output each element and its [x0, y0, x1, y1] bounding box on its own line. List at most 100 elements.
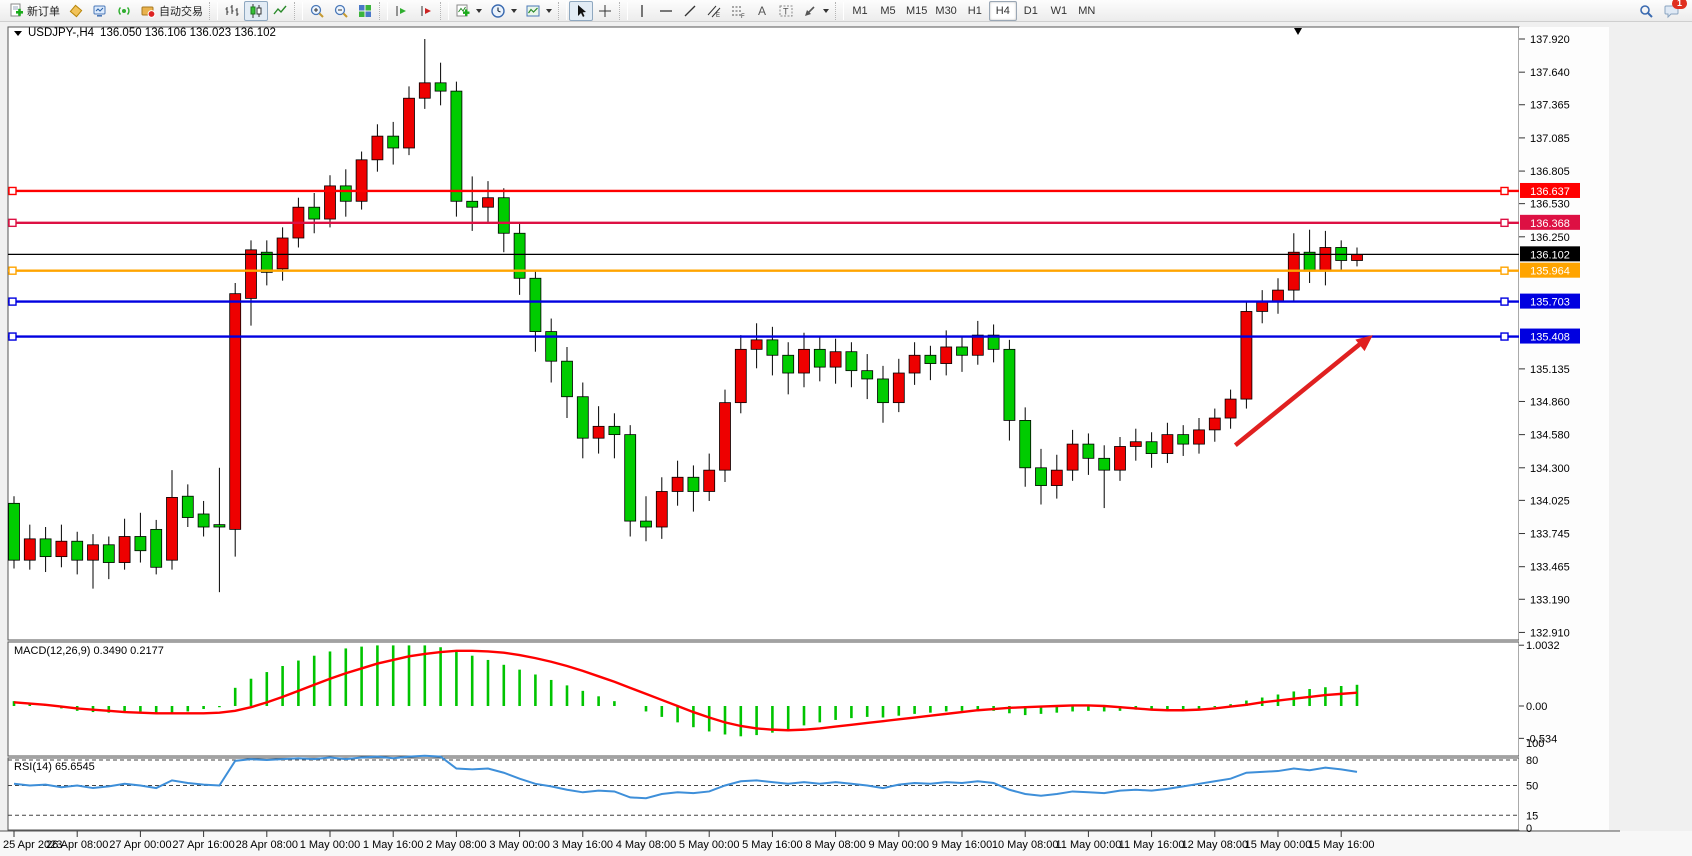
indicators-button[interactable]	[451, 1, 486, 21]
text-button[interactable]: A	[750, 1, 774, 21]
vertical-line-button[interactable]	[630, 1, 654, 21]
crosshair-button[interactable]	[593, 1, 617, 21]
timeframe-D1[interactable]: D1	[1023, 4, 1038, 17]
candle	[576, 396, 589, 439]
line-chart-button[interactable]	[268, 1, 292, 21]
chart-title[interactable]: USDJPY-,H4 136.050 136.106 136.023 136.1…	[14, 27, 276, 39]
bar-chart-button[interactable]	[220, 1, 244, 21]
price-badge-value: 136.637	[1530, 186, 1570, 198]
zoom-in-button[interactable]	[305, 1, 329, 21]
new-order-button[interactable]: 新订单	[4, 1, 64, 21]
price-badge-value: 135.703	[1530, 297, 1570, 309]
notifications-icon[interactable]: 1	[1664, 0, 1687, 19]
macd-panel[interactable]	[7, 641, 1520, 757]
price-axis-area[interactable]	[1519, 27, 1609, 830]
candle	[734, 348, 747, 404]
arrow-objects-icon	[802, 3, 818, 19]
hline-handle[interactable]	[1500, 218, 1509, 228]
new-order-label: 新订单	[27, 5, 60, 18]
virtual-hosting-button[interactable]	[88, 1, 112, 21]
time-axis-label: 4 May 08:00	[616, 839, 677, 851]
time-axis-label: 11 May 00:00	[1055, 839, 1121, 851]
timeframe-M30[interactable]: M30	[935, 4, 957, 17]
horizontal-line-button[interactable]	[654, 1, 678, 21]
timeframe-H1[interactable]: H1	[967, 4, 982, 17]
price-axis-tick-label: 137.640	[1530, 67, 1570, 79]
candle	[719, 402, 731, 471]
hline-handle[interactable]	[8, 332, 17, 341]
hline-handle[interactable]	[8, 266, 17, 275]
depth-of-market-button[interactable]	[64, 1, 88, 21]
time-axis-area[interactable]	[0, 831, 1692, 856]
price-badge	[1520, 293, 1580, 309]
templates-icon	[525, 3, 541, 19]
candle	[134, 536, 147, 552]
auto-scroll-icon	[394, 3, 410, 19]
candle	[371, 135, 384, 161]
rsi-scale-label: 80	[1526, 755, 1538, 767]
hline-handle[interactable]	[1500, 332, 1509, 341]
zoom-in-icon	[309, 3, 325, 19]
chart-shift-marker[interactable]	[1294, 28, 1302, 35]
periods-button[interactable]	[486, 1, 521, 21]
hline-handle[interactable]	[8, 186, 17, 196]
hline-handle[interactable]	[1500, 297, 1509, 306]
candle	[213, 524, 226, 528]
signals-button[interactable]	[112, 1, 136, 21]
timeframe-M15[interactable]: M15	[906, 4, 928, 17]
text-label-button[interactable]: T	[774, 1, 798, 21]
hline-handle[interactable]	[8, 297, 17, 306]
candlestick-chart-button[interactable]	[244, 0, 268, 21]
trend-arrow-annotation[interactable]	[1233, 338, 1367, 448]
timeframe-M1[interactable]: M1	[852, 4, 868, 17]
horizontal-line-icon	[658, 3, 674, 19]
toolbar-separator	[619, 1, 628, 20]
timeframe-M5[interactable]: M5	[880, 4, 896, 17]
candle	[1319, 247, 1332, 272]
arrows-button[interactable]	[798, 1, 833, 21]
chart-shift-button[interactable]	[414, 1, 438, 21]
trendline-button[interactable]	[678, 1, 702, 21]
candle	[1272, 289, 1284, 303]
price-axis-tick-label: 133.465	[1530, 562, 1570, 574]
candle	[956, 346, 968, 356]
time-axis-label: 12 May 08:00	[1181, 839, 1248, 851]
hline-handle[interactable]	[8, 218, 17, 228]
candle	[450, 90, 463, 202]
fibonacci-button[interactable]: F	[726, 1, 750, 21]
rsi-panel[interactable]	[7, 757, 1520, 831]
main-chart-panel[interactable]	[7, 26, 1520, 641]
candle	[418, 82, 431, 99]
hline-handle[interactable]	[1500, 266, 1509, 275]
equidistant-channel-button[interactable]: E	[702, 1, 726, 21]
timeframe-H4[interactable]: H4	[988, 0, 1017, 21]
rsi-scale-label: 0	[1526, 823, 1532, 835]
time-axis-label: 27 Apr 16:00	[172, 839, 234, 851]
candlestick-chart-icon	[248, 3, 264, 19]
timeframe-group: M1 M5 M15 M30 H1 H4 D1 W1 MN	[846, 0, 1101, 21]
timeframe-MN[interactable]: MN	[1078, 4, 1096, 17]
autotrading-button[interactable]: 自动交易	[136, 1, 207, 21]
line-chart-icon	[272, 3, 288, 19]
candle	[166, 497, 178, 561]
trend-arrow-head	[1355, 335, 1373, 352]
vertical-line-icon	[634, 3, 650, 19]
tile-windows-button[interactable]	[353, 1, 377, 21]
macd-indicator-label: MACD(12,26,9) 0.3490 0.2177	[14, 645, 164, 657]
candle	[1177, 434, 1190, 445]
candle	[260, 251, 273, 273]
auto-scroll-button[interactable]	[390, 1, 414, 21]
search-icon[interactable]	[1638, 3, 1654, 19]
cursor-button[interactable]	[569, 0, 593, 21]
time-axis-label: 15 May 16:00	[1308, 839, 1375, 851]
timeframe-W1[interactable]: W1	[1050, 4, 1068, 17]
templates-button[interactable]	[521, 1, 556, 21]
candle	[23, 538, 36, 561]
signals-icon	[116, 3, 132, 19]
macd-scale-label: 0.00	[1526, 701, 1547, 713]
price-badge-value: 135.408	[1530, 332, 1570, 344]
candle	[1208, 417, 1221, 431]
hline-handle[interactable]	[1500, 186, 1509, 196]
zoom-out-button[interactable]	[329, 1, 353, 21]
